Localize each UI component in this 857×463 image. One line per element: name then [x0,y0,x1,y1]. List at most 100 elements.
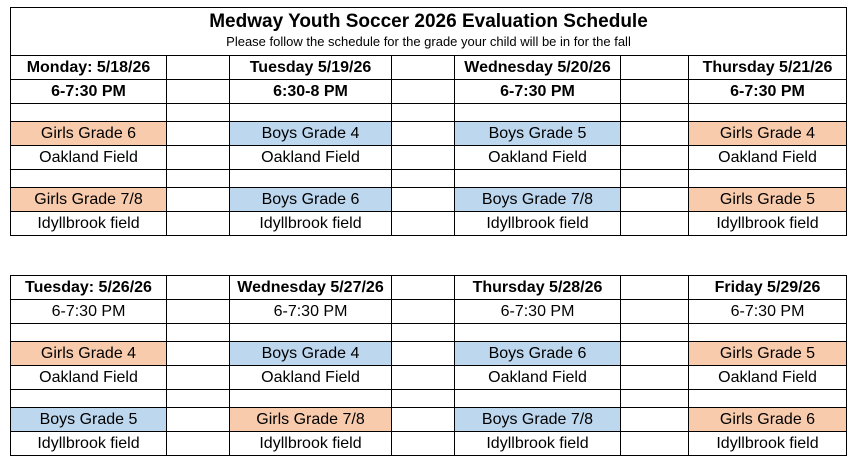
field-cell: Oakland Field [688,145,847,170]
field-cell: Idyllbrook field [10,431,167,456]
spacer-cell [166,407,230,432]
blank-row [10,169,847,188]
field-cell: Idyllbrook field [688,211,847,236]
page-subtitle: Please follow the schedule for the grade… [226,34,631,49]
time-row: 6-7:30 PM 6:30-8 PM 6-7:30 PM 6-7:30 PM [10,79,847,104]
time-row: 6-7:30 PM 6-7:30 PM 6-7:30 PM 6-7:30 PM [10,299,847,324]
blank-cell [454,169,621,188]
spacer-cell [391,55,455,80]
time-cell: 6-7:30 PM [454,79,621,104]
spacer-cell [166,55,230,80]
spacer-cell [166,299,230,324]
group-cell: Boys Grade 7/8 [454,407,621,432]
blank-cell [454,103,621,122]
blank-cell [229,323,392,342]
spacer-cell [391,79,455,104]
field-row: Oakland Field Oakland Field Oakland Fiel… [10,145,847,170]
day-header: Tuesday: 5/26/26 [10,275,167,300]
group-cell: Boys Grade 4 [229,121,392,146]
time-cell: 6-7:30 PM [454,299,621,324]
blank-row [10,389,847,408]
spacer-cell [166,211,230,236]
spacer-cell [620,389,689,408]
group-row: Boys Grade 5 Girls Grade 7/8 Boys Grade … [10,407,847,432]
spacer-cell [166,145,230,170]
group-cell: Girls Grade 6 [10,121,167,146]
spacer-cell [166,103,230,122]
spacer-cell [166,323,230,342]
spacer-cell [166,341,230,366]
spacer-cell [620,407,689,432]
spacer-cell [620,55,689,80]
day-header: Tuesday 5/19/26 [229,55,392,80]
time-cell: 6-7:30 PM [688,79,847,104]
spacer-cell [166,121,230,146]
time-cell: 6-7:30 PM [10,299,167,324]
day-header: Wednesday 5/27/26 [229,275,392,300]
field-cell: Oakland Field [454,145,621,170]
blank-cell [229,389,392,408]
blank-cell [10,103,167,122]
blank-cell [688,323,847,342]
group-cell: Boys Grade 5 [10,407,167,432]
spacer-cell [620,431,689,456]
group-cell: Girls Grade 5 [688,341,847,366]
group-row: Girls Grade 7/8 Boys Grade 6 Boys Grade … [10,187,847,212]
field-cell: Oakland Field [229,145,392,170]
blank-cell [10,169,167,188]
spacer-cell [620,299,689,324]
spacer-cell [620,103,689,122]
blank-cell [10,389,167,408]
spacer-cell [620,211,689,236]
group-cell: Boys Grade 6 [229,187,392,212]
spacer-cell [620,169,689,188]
group-cell: Boys Grade 7/8 [454,187,621,212]
spacer-cell [166,169,230,188]
spacer-cell [166,187,230,212]
time-cell: 6-7:30 PM [229,299,392,324]
spacer-cell [391,211,455,236]
day-header: Thursday 5/21/26 [688,55,847,80]
blank-cell [454,323,621,342]
group-cell: Girls Grade 6 [688,407,847,432]
spacer-cell [166,275,230,300]
field-cell: Idyllbrook field [688,431,847,456]
day-header-row: Tuesday: 5/26/26 Wednesday 5/27/26 Thurs… [10,275,847,300]
day-header: Thursday 5/28/26 [454,275,621,300]
blank-cell [688,103,847,122]
time-cell: 6:30-8 PM [229,79,392,104]
field-cell: Idyllbrook field [454,431,621,456]
field-row: Idyllbrook field Idyllbrook field Idyllb… [10,431,847,456]
spacer-cell [620,323,689,342]
spacer-cell [391,407,455,432]
field-cell: Idyllbrook field [229,211,392,236]
blank-cell [454,389,621,408]
field-row: Oakland Field Oakland Field Oakland Fiel… [10,365,847,390]
blank-cell [688,169,847,188]
group-cell: Boys Grade 6 [454,341,621,366]
spacer-cell [391,389,455,408]
spacer-cell [391,365,455,390]
day-header: Monday: 5/18/26 [10,55,167,80]
blank-cell [229,103,392,122]
group-cell: Girls Grade 5 [688,187,847,212]
spacer-cell [166,389,230,408]
blank-cell [688,389,847,408]
field-cell: Idyllbrook field [454,211,621,236]
spacer-cell [620,79,689,104]
title-banner: Medway Youth Soccer 2026 Evaluation Sche… [10,7,847,56]
page-title: Medway Youth Soccer 2026 Evaluation Sche… [209,11,648,32]
field-cell: Oakland Field [10,145,167,170]
group-cell: Girls Grade 4 [688,121,847,146]
spacer-cell [391,103,455,122]
week1-schedule-table: Medway Youth Soccer 2026 Evaluation Sche… [10,7,847,236]
blank-row [10,323,847,342]
spacer-cell [391,323,455,342]
blank-cell [10,323,167,342]
spacer-cell [620,145,689,170]
spacer-cell [391,275,455,300]
spacer-cell [391,341,455,366]
field-cell: Oakland Field [10,365,167,390]
group-cell: Girls Grade 7/8 [10,187,167,212]
group-cell: Girls Grade 7/8 [229,407,392,432]
